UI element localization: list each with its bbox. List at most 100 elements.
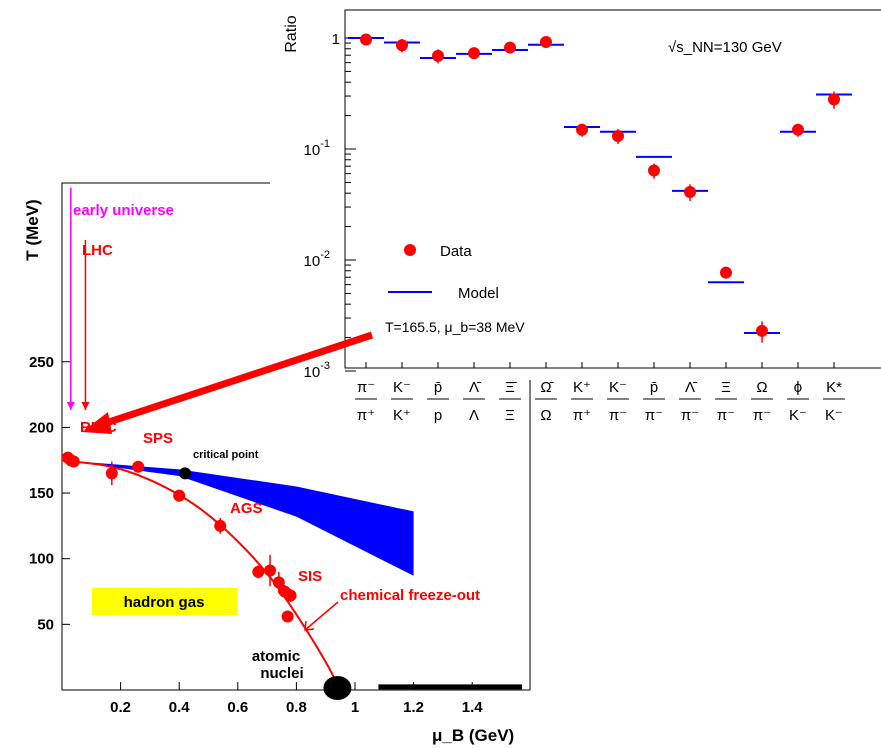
- category-numerator: π⁻: [357, 379, 375, 396]
- category-denominator: Λ: [469, 407, 479, 424]
- model-parameters-label: T=165.5, μ_b=38 MeV: [385, 319, 525, 335]
- data-point: [684, 185, 696, 198]
- category-numerator: K⁻: [393, 379, 411, 396]
- category-denominator: K⁻: [825, 407, 843, 424]
- trajectories: [66, 188, 90, 410]
- x-tick-label: 0.6: [227, 699, 248, 716]
- trajectory-arrowhead: [81, 402, 90, 410]
- data-point: [756, 324, 768, 337]
- category-denominator: Ω: [540, 407, 551, 424]
- freeze-out-point: [173, 489, 186, 502]
- lhc-label: LHC: [82, 242, 113, 259]
- category-denominator: p: [434, 407, 442, 424]
- data-point: [648, 164, 660, 177]
- critical-point-marker: [179, 467, 192, 480]
- category-denominator: π⁻: [681, 407, 699, 424]
- freeze-out-point: [272, 576, 285, 589]
- category-numerator: K*: [826, 379, 842, 396]
- category-denominator: π⁺: [357, 407, 375, 424]
- legend-model-label: Model: [458, 285, 499, 302]
- freeze-out-point: [281, 610, 294, 623]
- critical-point-label: critical point: [193, 449, 259, 461]
- ratio-plot-background: [270, 0, 881, 380]
- category-denominator: Ξ: [505, 407, 515, 424]
- category-numerator: Ω: [756, 379, 767, 396]
- category-denominator: π⁻: [753, 407, 771, 424]
- y-tick-label: 150: [29, 485, 54, 502]
- data-point: [792, 123, 804, 136]
- freeze-out-point: [214, 519, 227, 532]
- atomic-nuclei-marker: [323, 676, 352, 700]
- category-denominator: π⁻: [609, 407, 627, 424]
- y-tick-label: 50: [37, 616, 54, 633]
- x-tick-label: 1: [351, 699, 359, 716]
- data-point: [720, 266, 732, 279]
- hadron-gas-label: hadron gas: [124, 594, 205, 611]
- ratio-plot-y-label: Ratio: [283, 15, 300, 52]
- early-universe-label: early universe: [73, 202, 174, 219]
- ratio-plot: 110-110-210-3 π⁻π⁺K⁻K⁺p̄pΛ̄ΛΞ̄ΞΩ̄ΩK⁺π⁺K⁻…: [270, 0, 881, 424]
- category-numerator: ϕ: [794, 379, 802, 396]
- y-tick-label: 200: [29, 419, 54, 436]
- freeze-out-curve: [61, 459, 342, 691]
- phase-boundary-band: [62, 460, 414, 576]
- phase-diagram-y-ticks: 50 100 150 200 250: [29, 354, 70, 633]
- category-numerator: Ξ̄: [505, 379, 517, 396]
- category-numerator: Ξ: [721, 379, 731, 396]
- category-numerator: K⁻: [609, 379, 627, 396]
- atomic-label: atomic: [252, 648, 300, 665]
- neutron-star-band: [378, 684, 523, 690]
- phase-diagram: 0.2 0.4 0.6 0.8 1 1.2 1.4 50 100 150 200 250 early…: [23, 182, 531, 745]
- ratio-y-tick-label: 1: [332, 31, 340, 48]
- category-denominator: π⁻: [717, 407, 735, 424]
- x-tick-label: 0.2: [110, 699, 131, 716]
- category-denominator: π⁻: [645, 407, 663, 424]
- freeze-out-point: [105, 467, 118, 480]
- legend-data-label: Data: [440, 243, 472, 260]
- category-denominator: K⁻: [789, 407, 807, 424]
- chemical-freeze-out-pointer: [304, 601, 339, 631]
- freeze-out-point: [252, 565, 265, 578]
- data-points: [360, 33, 840, 343]
- phase-diagram-x-label: μ_B (GeV): [432, 726, 514, 745]
- phase-diagram-x-ticks: 0.2 0.4 0.6 0.8 1 1.2 1.4: [110, 682, 483, 716]
- data-point: [576, 123, 588, 136]
- chemical-freeze-out-arrowhead: [304, 620, 315, 631]
- hadron-gas-box: [92, 588, 237, 615]
- data-point: [612, 129, 624, 142]
- freeze-out-point: [284, 589, 297, 602]
- data-point: [468, 47, 480, 60]
- ratio-plot-x-categories: π⁻ π⁺ K⁻ K⁺ p̄ p Λ̄ Λ Ξ̄ Ξ Ω̄ Ω K⁺ π⁺ K⁻ π⁻ p̄ π⁻ Λ̄ π⁻ Ξπ⁻ Ω…: [355, 362, 845, 424]
- rhic-link-arrow: [82, 331, 374, 434]
- data-point: [432, 49, 444, 62]
- data-point: [396, 39, 408, 52]
- freeze-out-points: [61, 451, 297, 623]
- category-numerator: Λ̄: [469, 379, 481, 396]
- phase-diagram-y-label: T (MeV): [23, 199, 42, 260]
- category-numerator: p̄: [434, 379, 442, 396]
- energy-annotation: √s_NN=130 GeV: [668, 39, 782, 56]
- category-numerator: Λ̄: [685, 379, 697, 396]
- category-denominator: π⁺: [573, 407, 591, 424]
- data-point: [360, 33, 372, 46]
- y-tick-label: 250: [29, 354, 54, 371]
- x-tick-label: 1.2: [403, 699, 424, 716]
- nuclei-label: nuclei: [260, 665, 303, 682]
- sps-label: SPS: [143, 430, 173, 447]
- freeze-out-point: [67, 455, 80, 468]
- category-numerator: K⁺: [573, 379, 591, 396]
- legend-data-marker: [404, 244, 416, 256]
- freeze-out-point: [132, 460, 145, 473]
- chemical-freeze-out-label: chemical freeze-out: [340, 587, 480, 604]
- trajectory-arrowhead: [66, 402, 75, 410]
- data-point: [828, 93, 840, 106]
- data-point: [504, 41, 516, 54]
- y-tick-label: 100: [29, 551, 54, 568]
- category-denominator: K⁺: [393, 407, 411, 424]
- ags-label: AGS: [230, 500, 263, 517]
- sis-label: SIS: [298, 568, 322, 585]
- x-tick-label: 0.8: [286, 699, 307, 716]
- data-point: [540, 36, 552, 49]
- category-numerator: Ω̄: [540, 379, 553, 396]
